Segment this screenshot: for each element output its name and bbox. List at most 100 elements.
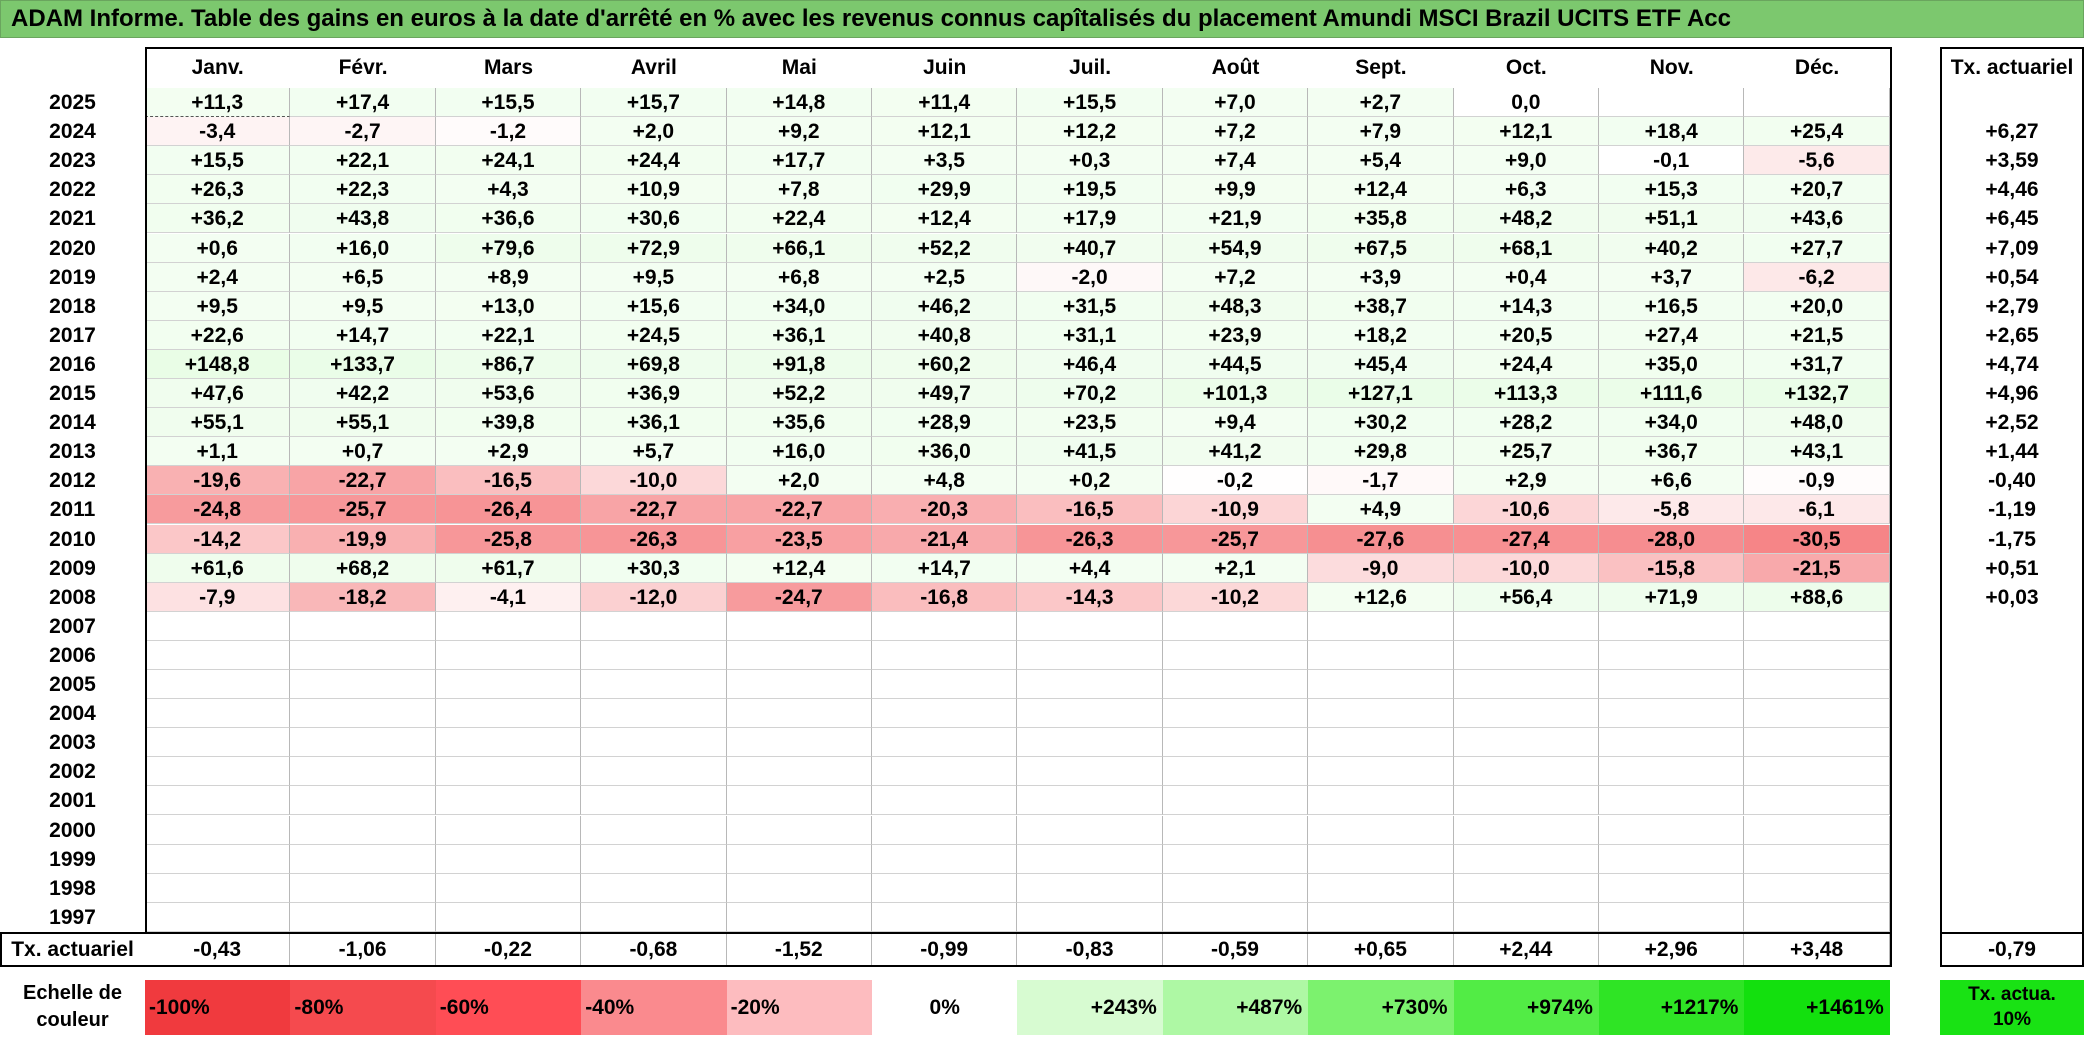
gain-cell bbox=[290, 699, 436, 729]
gain-cell bbox=[581, 670, 727, 700]
gain-cell: +66,1 bbox=[726, 233, 872, 263]
year-label: 2024 bbox=[49, 120, 96, 144]
annual-rate-cell bbox=[1940, 641, 2084, 670]
gain-cell: -7,9 bbox=[145, 582, 291, 612]
gain-cell bbox=[581, 640, 727, 670]
gain-cell: +12,2 bbox=[1017, 117, 1163, 147]
gain-cell: -14,3 bbox=[1017, 582, 1163, 612]
gain-cell: +13,0 bbox=[435, 291, 582, 321]
gain-cell bbox=[1308, 873, 1454, 903]
gain-cell bbox=[290, 873, 436, 903]
annual-rate-cell: +2,52 bbox=[1985, 411, 2039, 435]
summary-rate-cell: -1,52 bbox=[727, 934, 872, 965]
gain-cell: +36,1 bbox=[726, 320, 872, 350]
gain-cell bbox=[435, 873, 582, 903]
gain-cell: +4,9 bbox=[1308, 495, 1454, 525]
gain-cell: +7,2 bbox=[1162, 262, 1309, 292]
gain-cell: +40,8 bbox=[872, 320, 1018, 350]
gain-cell: -10,9 bbox=[1162, 495, 1309, 525]
gain-cell: -19,6 bbox=[145, 466, 291, 496]
gain-cell: -16,8 bbox=[872, 582, 1018, 612]
gain-cell bbox=[1308, 902, 1454, 932]
gain-cell: -28,0 bbox=[1599, 524, 1745, 554]
gain-cell: +28,2 bbox=[1453, 408, 1599, 438]
gain-cell bbox=[1599, 611, 1745, 641]
gain-cell bbox=[1453, 786, 1599, 816]
gain-cell: +60,2 bbox=[872, 349, 1018, 379]
gain-cell: +28,9 bbox=[872, 408, 1018, 438]
gain-cell: +16,5 bbox=[1599, 291, 1745, 321]
gain-cell: +6,5 bbox=[290, 262, 436, 292]
month-header: Janv. bbox=[191, 56, 244, 79]
gain-cell: +36,2 bbox=[145, 204, 291, 234]
gain-cell bbox=[1744, 699, 1890, 729]
gain-cell bbox=[1599, 873, 1745, 903]
gain-cell: +91,8 bbox=[726, 349, 872, 379]
gain-cell: +12,4 bbox=[872, 204, 1018, 234]
gain-cell bbox=[1308, 670, 1454, 700]
gain-cell: +15,3 bbox=[1599, 175, 1745, 205]
gain-cell bbox=[726, 670, 872, 700]
gain-cell: +30,6 bbox=[581, 204, 727, 234]
gain-cell bbox=[581, 844, 727, 874]
gain-cell: +52,2 bbox=[872, 233, 1018, 263]
year-label: 2019 bbox=[49, 265, 96, 289]
gain-cell: +27,7 bbox=[1744, 233, 1890, 263]
gain-cell: +6,6 bbox=[1599, 466, 1745, 496]
gain-cell: +19,5 bbox=[1017, 175, 1163, 205]
color-scale-swatch: +1461% bbox=[1744, 980, 1890, 1035]
gain-cell: +3,7 bbox=[1599, 262, 1745, 292]
year-label: 2014 bbox=[49, 411, 96, 435]
gain-cell: +16,0 bbox=[290, 233, 436, 263]
gain-cell: -22,7 bbox=[726, 495, 872, 525]
year-label: 2021 bbox=[49, 207, 96, 231]
gain-cell: -12,0 bbox=[581, 582, 727, 612]
gain-cell: +22,1 bbox=[290, 146, 436, 176]
gain-cell bbox=[1453, 640, 1599, 670]
gain-cell: +14,7 bbox=[872, 553, 1018, 583]
gain-cell bbox=[290, 640, 436, 670]
gain-cell: +55,1 bbox=[290, 408, 436, 438]
gain-cell bbox=[872, 699, 1018, 729]
gain-cell bbox=[290, 786, 436, 816]
gain-cell bbox=[1162, 757, 1309, 787]
gain-cell: +54,9 bbox=[1162, 233, 1309, 263]
gain-cell: +0,6 bbox=[145, 233, 291, 263]
gain-cell: +43,8 bbox=[290, 204, 436, 234]
gain-cell bbox=[1599, 757, 1745, 787]
annual-rate-cell bbox=[1940, 728, 2084, 757]
annual-rate-cell: +4,46 bbox=[1985, 178, 2039, 202]
gain-cell bbox=[1599, 728, 1745, 758]
gain-cell: +53,6 bbox=[435, 379, 582, 409]
gain-cell: +2,7 bbox=[1308, 88, 1454, 118]
gain-cell bbox=[726, 902, 872, 932]
gain-cell bbox=[872, 815, 1018, 845]
gain-cell: -22,7 bbox=[290, 466, 436, 496]
gain-cell: +79,6 bbox=[435, 233, 582, 263]
gain-cell: +7,2 bbox=[1162, 117, 1309, 147]
gain-cell: +42,2 bbox=[290, 379, 436, 409]
gain-cell bbox=[1744, 670, 1890, 700]
gain-cell bbox=[726, 640, 872, 670]
gain-cell: +18,2 bbox=[1308, 320, 1454, 350]
gain-cell bbox=[581, 873, 727, 903]
year-label: 2012 bbox=[49, 469, 96, 493]
gain-cell: +25,7 bbox=[1453, 437, 1599, 467]
gain-cell: -26,4 bbox=[435, 495, 582, 525]
gain-cell bbox=[1162, 670, 1309, 700]
year-label: 1997 bbox=[49, 905, 96, 929]
summary-rate-cell: -0,59 bbox=[1163, 934, 1309, 965]
gain-cell: -0,9 bbox=[1744, 466, 1890, 496]
annual-rate-header: Tx. actuariel bbox=[1950, 56, 2074, 79]
gain-cell: +2,9 bbox=[1453, 466, 1599, 496]
month-header: Août bbox=[1211, 56, 1260, 79]
overall-rate-cell: -0,79 bbox=[1988, 938, 2036, 961]
gain-cell: +12,4 bbox=[726, 553, 872, 583]
gain-cell bbox=[1744, 902, 1890, 932]
gain-cell: -1,7 bbox=[1308, 466, 1454, 496]
gain-cell: +24,4 bbox=[581, 146, 727, 176]
annual-rate-cell bbox=[1940, 845, 2084, 874]
gain-cell: +22,6 bbox=[145, 320, 291, 350]
gain-cell: +34,0 bbox=[726, 291, 872, 321]
gain-cell: +35,6 bbox=[726, 408, 872, 438]
